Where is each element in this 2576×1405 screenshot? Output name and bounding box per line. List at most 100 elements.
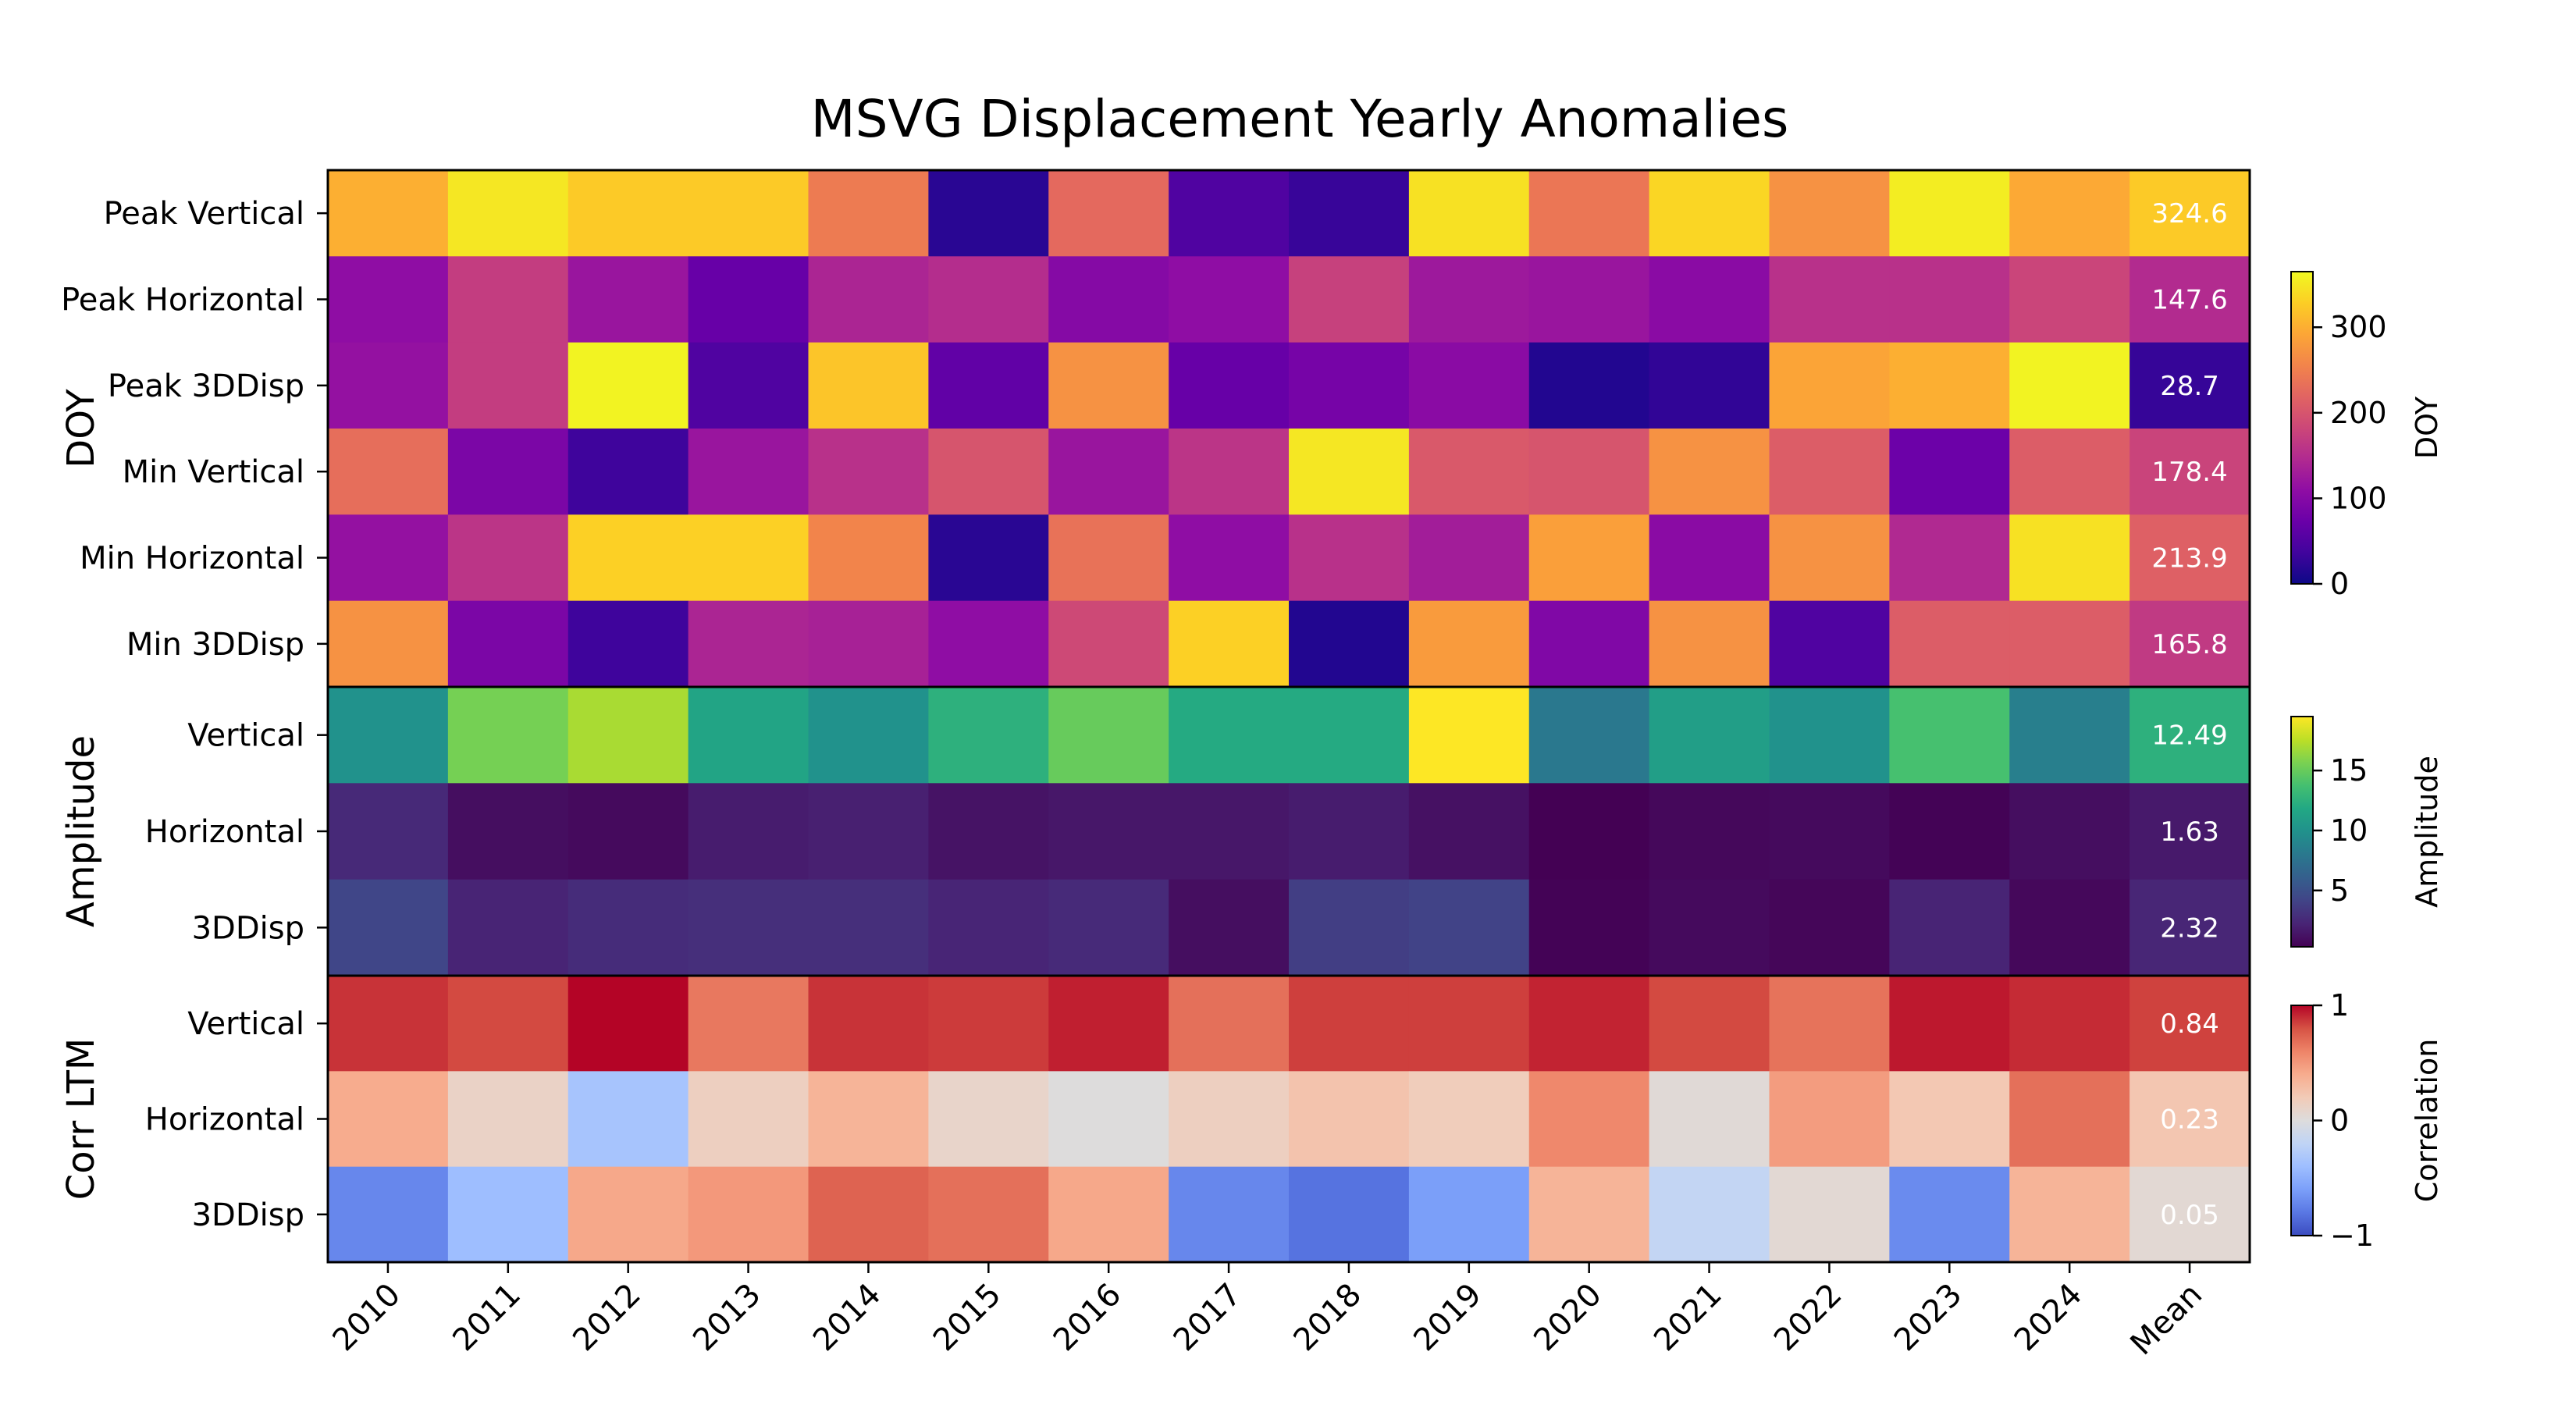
- heatmap-cell: [928, 879, 1049, 976]
- heatmap-cell: [688, 342, 809, 429]
- colorbar-tick-label: 100: [2330, 481, 2387, 515]
- heatmap-cell: [2009, 342, 2130, 429]
- heatmap-cell: [1169, 879, 1290, 976]
- heatmap-cell: [808, 170, 929, 257]
- colorbar-tick-label: −1: [2330, 1218, 2374, 1253]
- colorbar-tick-label: 10: [2330, 813, 2368, 848]
- heatmap-cell: [1408, 1071, 1530, 1168]
- heatmap-cell: [568, 976, 689, 1072]
- heatmap-cell: [1408, 783, 1530, 880]
- column-label: 2014: [806, 1277, 888, 1359]
- row-label: Min 3DDisp: [126, 627, 304, 663]
- heatmap-cell: [2129, 256, 2250, 343]
- heatmap-cell: [1289, 1071, 1410, 1168]
- heatmap-cell: [447, 342, 569, 429]
- heatmap-cell: [1528, 514, 1650, 602]
- heatmap-cell: [928, 514, 1049, 602]
- heatmap-cell: [1649, 976, 1770, 1072]
- chart-title: MSVG Displacement Yearly Anomalies: [811, 89, 1789, 149]
- heatmap-cell: [1169, 514, 1290, 602]
- heatmap-cell: [1169, 1071, 1290, 1168]
- heatmap-cell: [2009, 976, 2130, 1072]
- heatmap-cell: [1169, 687, 1290, 784]
- heatmap-cell: [1769, 256, 1890, 343]
- column-label: 2011: [446, 1277, 528, 1359]
- heatmap-cell: [1649, 170, 1770, 257]
- heatmap-cell: [447, 687, 569, 784]
- heatmap-cell: [447, 429, 569, 515]
- heatmap-cell: [2009, 256, 2130, 343]
- heatmap-cell: [808, 1166, 929, 1263]
- heatmap-cell: [1889, 687, 2010, 784]
- heatmap-cell: [1649, 687, 1770, 784]
- heatmap-cell: [2129, 170, 2250, 257]
- heatmap-cell: [1528, 429, 1650, 515]
- heatmap-cell: [1889, 1166, 2010, 1263]
- heatmap-cell: [1408, 879, 1530, 976]
- heatmap-cell: [1528, 256, 1650, 343]
- heatmap-cell: [1289, 976, 1410, 1072]
- heatmap-cell: [1769, 600, 1890, 688]
- colorbar-label: Correlation: [2410, 1039, 2444, 1203]
- heatmap-cell: [447, 1166, 569, 1263]
- heatmap-cell: [1649, 514, 1770, 602]
- heatmap-cell: [808, 429, 929, 515]
- heatmap-cell: [688, 600, 809, 688]
- heatmap-cell: [1048, 514, 1169, 602]
- column-label: 2010: [326, 1277, 408, 1359]
- heatmap-cell: [1528, 976, 1650, 1072]
- heatmap-cell: [1769, 879, 1890, 976]
- heatmap-cell: [447, 170, 569, 257]
- heatmap-cell: [2129, 514, 2250, 602]
- heatmap-cell: [328, 342, 449, 429]
- row-label: Vertical: [187, 1006, 304, 1042]
- heatmap-cell: [1889, 256, 2010, 343]
- heatmap-cell: [1169, 170, 1290, 257]
- colorbar: [2290, 271, 2314, 585]
- heatmap-cell: [447, 783, 569, 880]
- column-label: 2022: [1767, 1277, 1849, 1359]
- colorbar-tick-label: 0: [2330, 1104, 2349, 1138]
- row-label: Min Horizontal: [80, 541, 304, 577]
- heatmap-cell: [928, 783, 1049, 880]
- heatmap-cell: [928, 429, 1049, 515]
- heatmap-cell: [1649, 1166, 1770, 1263]
- mean-value-label: 178.4: [2151, 457, 2227, 488]
- panel-frame: [326, 974, 2251, 1264]
- heatmap-cell: [2129, 1166, 2250, 1263]
- heatmap-cell: [447, 879, 569, 976]
- heatmap-cell: [1289, 342, 1410, 429]
- heatmap-cell: [1769, 783, 1890, 880]
- heatmap-cell: [1289, 879, 1410, 976]
- heatmap-cell: [1649, 342, 1770, 429]
- heatmap-cell: [928, 256, 1049, 343]
- heatmap-cell: [1408, 976, 1530, 1072]
- heatmap-cell: [1528, 170, 1650, 257]
- column-label: 2013: [686, 1277, 768, 1359]
- heatmap-cell: [688, 170, 809, 257]
- panel-ylabel: DOY: [59, 389, 103, 468]
- heatmap-cell: [1289, 514, 1410, 602]
- heatmap-cell: [2129, 783, 2250, 880]
- heatmap-cell: [1289, 170, 1410, 257]
- heatmap-cell: [1048, 687, 1169, 784]
- heatmap-cell: [808, 1071, 929, 1168]
- heatmap-cell: [328, 976, 449, 1072]
- heatmap-cell: [568, 879, 689, 976]
- row-label: Peak 3DDisp: [108, 368, 304, 404]
- heatmap-cell: [1048, 170, 1169, 257]
- heatmap-cell: [1889, 514, 2010, 602]
- mean-value-label: 165.8: [2151, 629, 2227, 660]
- heatmap-cell: [1048, 600, 1169, 688]
- colorbar-label: DOY: [2410, 396, 2444, 459]
- heatmap-cell: [1408, 170, 1530, 257]
- heatmap-cell: [1048, 342, 1169, 429]
- heatmap-cell: [2009, 783, 2130, 880]
- heatmap-cell: [2129, 687, 2250, 784]
- colorbar: [2290, 716, 2314, 948]
- heatmap-cell: [688, 976, 809, 1072]
- heatmap-cell: [1528, 879, 1650, 976]
- heatmap-cell: [568, 256, 689, 343]
- heatmap-cell: [1048, 879, 1169, 976]
- heatmap-cell: [1528, 1166, 1650, 1263]
